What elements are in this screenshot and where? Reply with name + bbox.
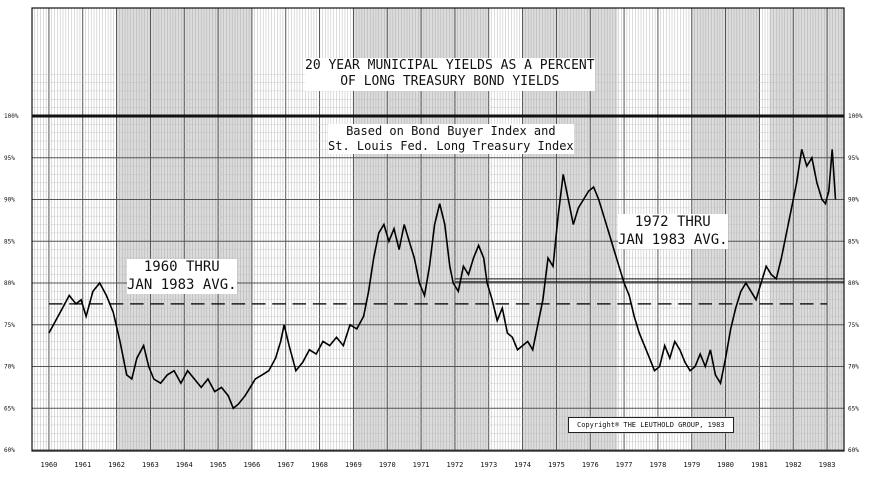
- chart-title: 20 YEAR MUNICIPAL YIELDS AS A PERCENT OF…: [305, 58, 595, 91]
- y-tick-label-left: 85%: [4, 238, 15, 245]
- y-tick-label-left: 95%: [4, 155, 15, 162]
- y-tick-labels: 60% 65% 70% 75% 80% 85% 90% 95% 100% 60% 65% 70% 75%…: [4, 113, 863, 454]
- y-tick-label-left: 90%: [4, 197, 15, 204]
- y-tick-label-right: 80%: [848, 280, 859, 287]
- y-tick-label-left: 70%: [4, 364, 15, 371]
- y-tick-label-right: 60%: [848, 447, 859, 454]
- y-tick-label-left: 100%: [4, 113, 19, 120]
- y-tick-label-right: 95%: [848, 155, 859, 162]
- x-tick-label: 1961: [74, 461, 91, 469]
- plot-frame: [31, 7, 845, 452]
- y-tick-label-right: 75%: [848, 322, 859, 329]
- y-tick-label-right: 65%: [848, 405, 859, 412]
- x-tick-label: 1969: [345, 461, 362, 469]
- y-tick-label-left: 65%: [4, 405, 15, 412]
- x-tick-label: 1967: [277, 461, 294, 469]
- x-tick-label: 1962: [108, 461, 125, 469]
- y-tick-label-right: 100%: [848, 113, 863, 120]
- x-tick-label: 1979: [683, 461, 700, 469]
- x-tick-label: 1972: [446, 461, 463, 469]
- x-tick-label: 1976: [582, 461, 599, 469]
- x-tick-label: 1980: [717, 461, 734, 469]
- y-tick-label-left: 80%: [4, 280, 15, 287]
- x-tick-label: 1971: [413, 461, 430, 469]
- x-tick-label: 1981: [751, 461, 768, 469]
- avg-label-1960: 1960 THRU JAN 1983 AVG.: [127, 259, 237, 294]
- y-tick-label-left: 75%: [4, 322, 15, 329]
- x-tick-labels: 1960 1961 1962 1963 1964 1965 1966 1967 1968 1969…: [40, 461, 835, 469]
- y-tick-label-right: 70%: [848, 364, 859, 371]
- chart-subtitle: Based on Bond Buyer Index and St. Louis …: [328, 124, 574, 154]
- x-tick-label: 1968: [311, 461, 328, 469]
- x-tick-label: 1978: [649, 461, 666, 469]
- y-tick-label-right: 85%: [848, 238, 859, 245]
- x-tick-label: 1963: [142, 461, 159, 469]
- average-lines: [48, 278, 844, 305]
- x-tick-label: 1983: [819, 461, 836, 469]
- y-tick-label-left: 60%: [4, 447, 15, 454]
- x-tick-label: 1982: [785, 461, 802, 469]
- x-tick-label: 1970: [379, 461, 396, 469]
- x-tick-label: 1974: [514, 461, 531, 469]
- x-tick-label: 1975: [548, 461, 565, 469]
- avg-label-1972: 1972 THRU JAN 1983 AVG.: [618, 214, 728, 249]
- y-tick-label-right: 90%: [848, 197, 859, 204]
- series-line: [48, 149, 837, 410]
- x-tick-label: 1977: [616, 461, 633, 469]
- x-tick-label: 1960: [40, 461, 57, 469]
- x-tick-label: 1973: [480, 461, 497, 469]
- x-tick-label: 1964: [176, 461, 193, 469]
- x-tick-label: 1966: [243, 461, 260, 469]
- x-tick-label: 1965: [210, 461, 227, 469]
- copyright-note: Copyright® THE LEUTHOLD GROUP, 1983: [568, 417, 734, 433]
